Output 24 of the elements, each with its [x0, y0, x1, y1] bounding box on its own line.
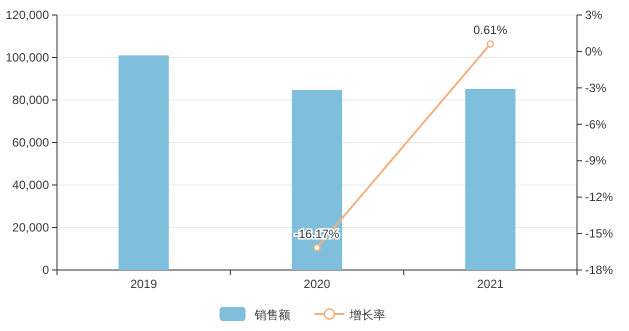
y2-tick-label: -12%: [585, 190, 614, 204]
x-tick-label: 2021: [476, 277, 504, 291]
y2-tick-label: -3%: [585, 80, 607, 95]
bar: [118, 55, 169, 270]
y-tick-label: 120,000: [6, 8, 50, 22]
y-tick-label: 100,000: [6, 50, 50, 64]
y-tick-label: 80,000: [12, 93, 50, 107]
x-tick-label: 2020: [304, 277, 331, 291]
legend-label: 增长率: [348, 308, 386, 322]
y2-tick-label: -15%: [585, 226, 614, 241]
y-tick-label: 0: [42, 263, 50, 277]
y-tick-label: 40,000: [12, 178, 50, 192]
x-tick-label: 2019: [130, 277, 158, 291]
y-tick-label: 60,000: [12, 136, 50, 150]
y2-tick-label: 3%: [585, 8, 603, 22]
y2-tick-label: -18%: [585, 263, 614, 277]
y2-tick-label: -9%: [585, 154, 607, 168]
y2-tick-label: -6%: [585, 117, 607, 132]
bar: [465, 88, 516, 270]
legend-label: 销售额: [254, 308, 290, 322]
data-label: 0.61%: [473, 23, 508, 38]
y-tick-label: 20,000: [12, 220, 50, 234]
bar: [292, 90, 342, 270]
y2-tick-label: 0%: [585, 44, 603, 58]
